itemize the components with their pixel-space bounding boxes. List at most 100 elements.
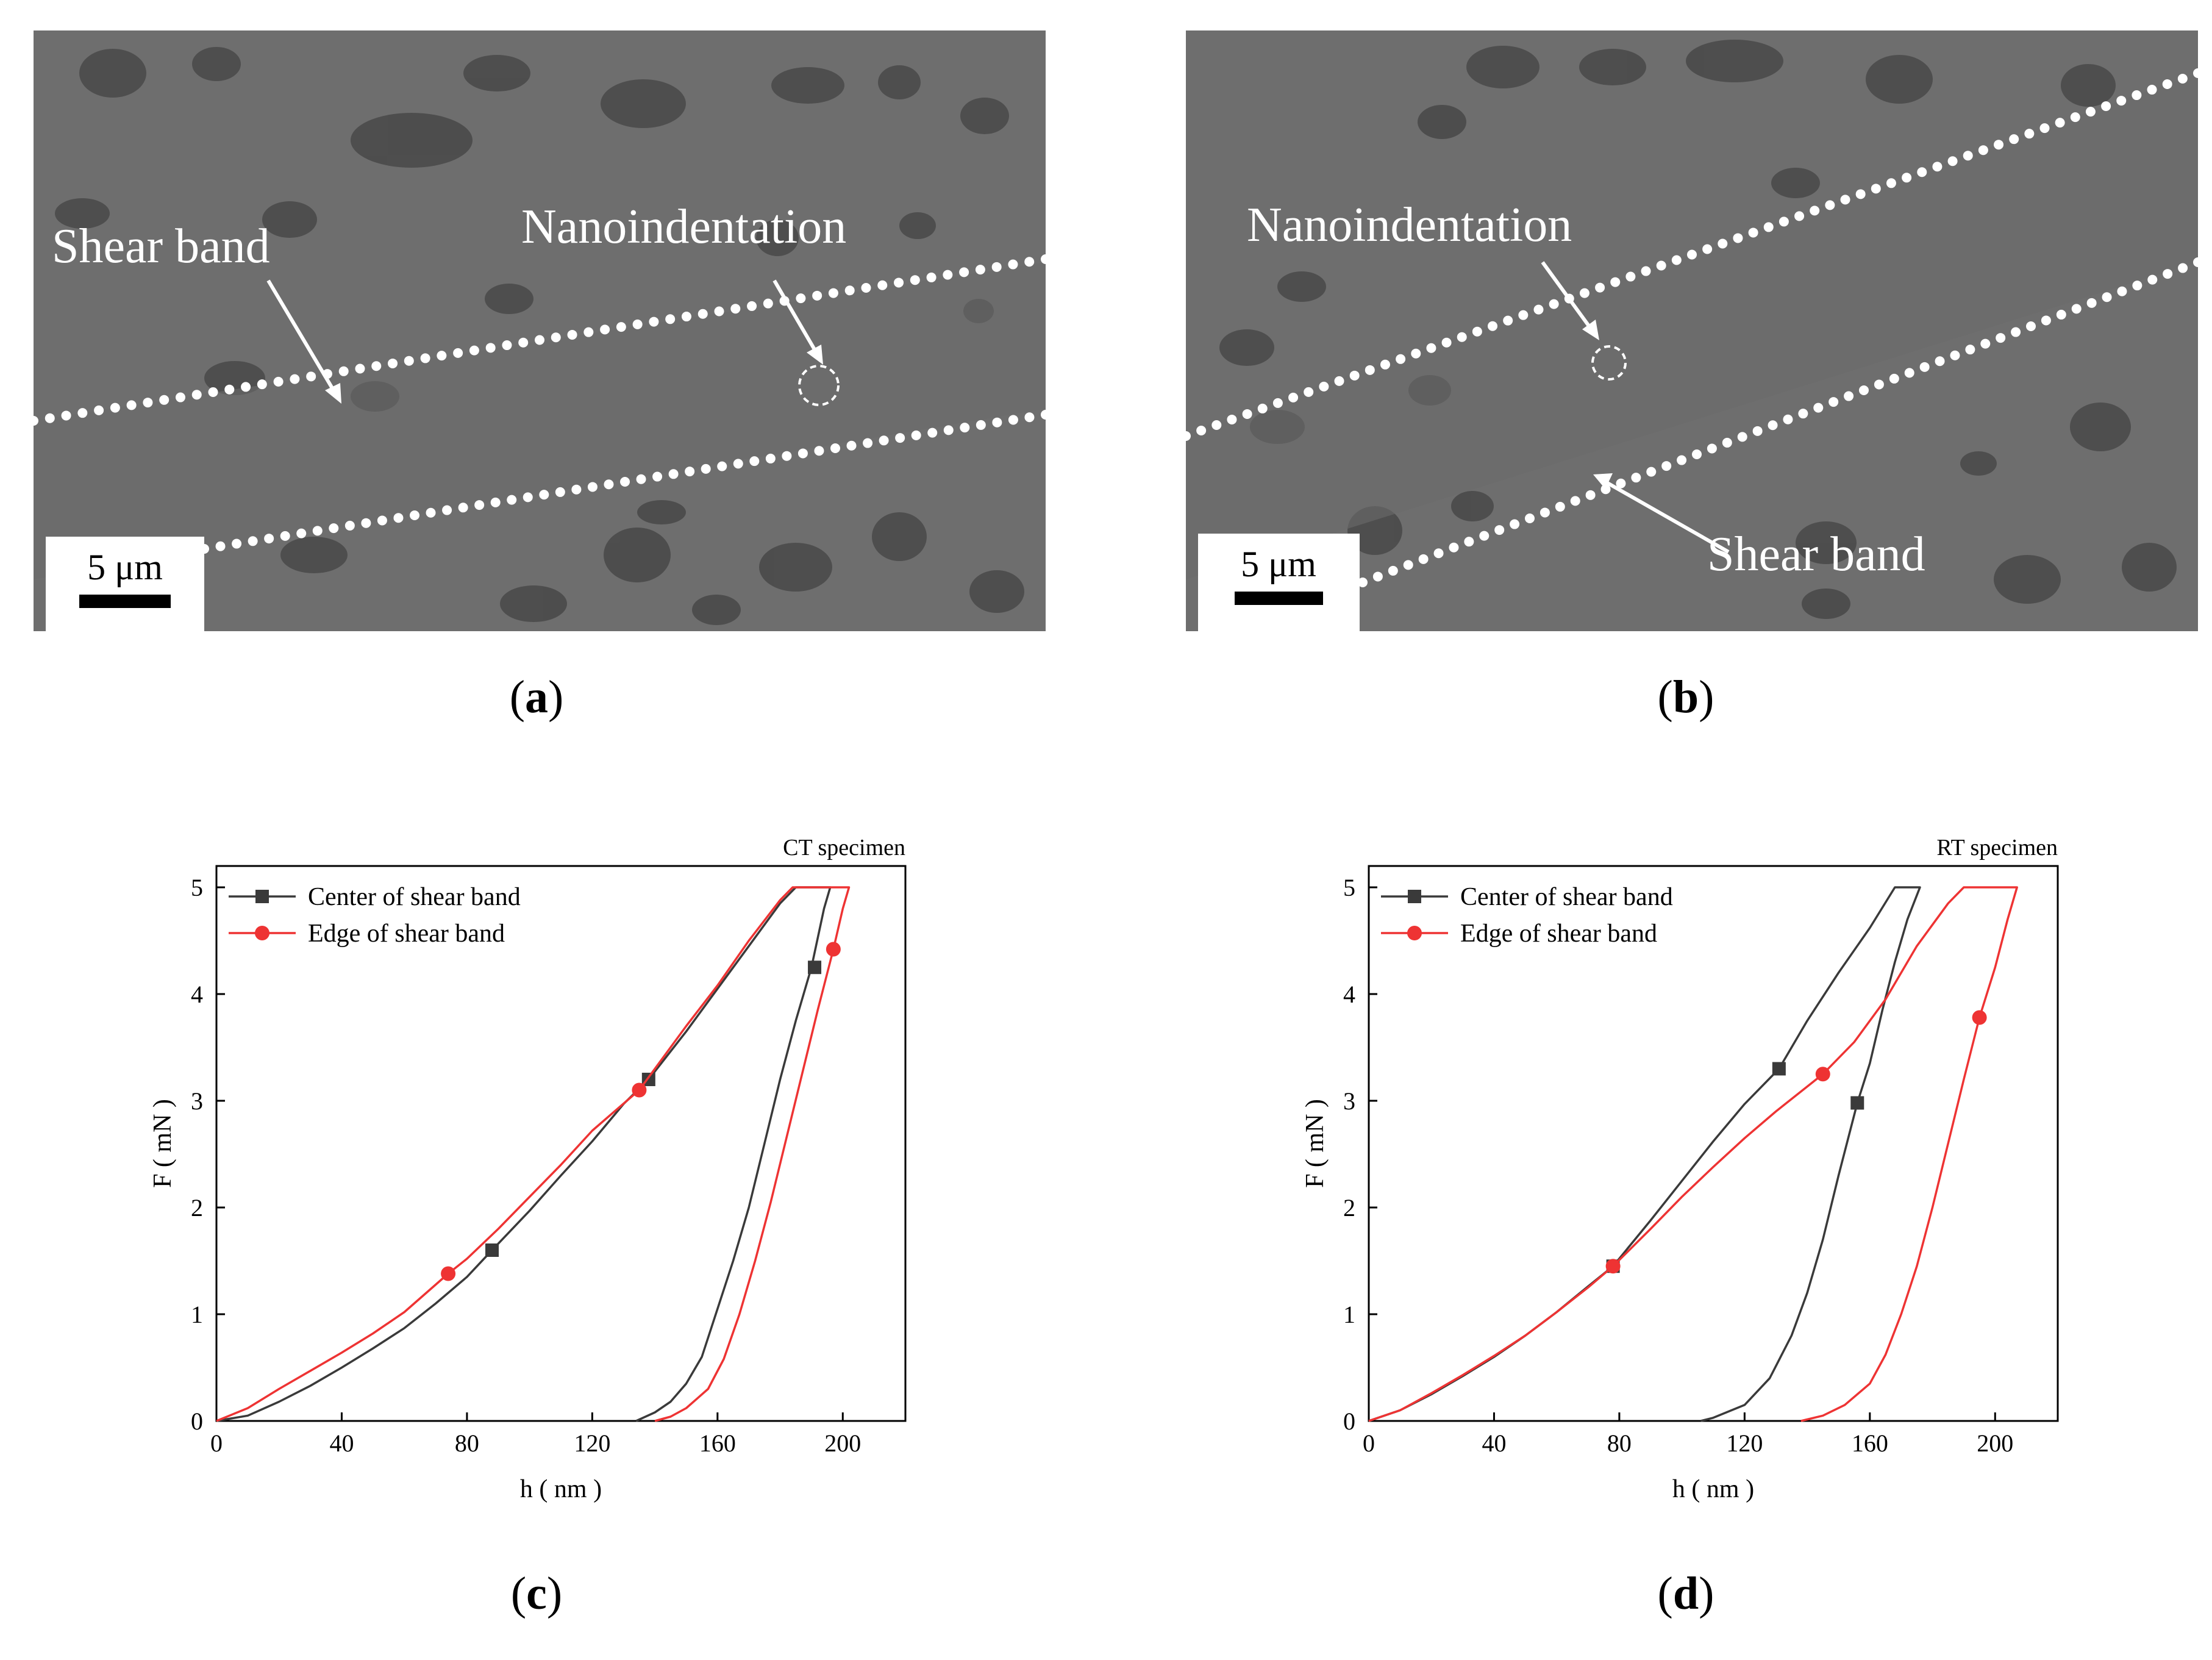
boundary-dot [991, 262, 1002, 272]
boundary-dot [1947, 156, 1958, 166]
label-letter: b [1672, 671, 1699, 723]
boundary-dot [714, 306, 724, 317]
boundary-dot [587, 482, 598, 492]
boundary-dot [1855, 189, 1866, 199]
y-tick-label: 1 [191, 1301, 203, 1328]
series-line-edge [216, 886, 851, 1422]
boundary-dot [1494, 525, 1505, 535]
boundary-dot [620, 477, 630, 487]
boundary-dot [453, 348, 463, 358]
boundary-dot [410, 510, 419, 520]
boundary-dot [747, 301, 757, 311]
boundary-dot [1488, 321, 1498, 331]
boundary-dot [502, 340, 512, 351]
boundary-dot [555, 487, 565, 497]
x-tick-label: 200 [824, 1429, 861, 1457]
boundary-dot [126, 400, 137, 410]
legend-label: Edge of shear band [308, 920, 505, 948]
boundary-dot [2086, 298, 2097, 308]
shear-band-arrow [266, 279, 341, 404]
boundary-dot [1227, 414, 1237, 424]
boundary-dot [2147, 85, 2157, 95]
boundary-dot [94, 405, 104, 415]
boundary-dot [2193, 257, 2198, 267]
boundary-dot [248, 536, 258, 546]
boundary-dot [1411, 348, 1421, 359]
boundary-dot [159, 395, 169, 405]
label-letter: a [525, 671, 548, 723]
boundary-dot [2039, 123, 2050, 134]
boundary-dot [507, 495, 517, 505]
boundary-dot [1783, 414, 1793, 424]
boundary-dot [1539, 507, 1550, 518]
boundary-dot [1365, 365, 1375, 375]
data-marker [826, 942, 841, 957]
panel-label-a: (a) [476, 671, 598, 724]
boundary-dot [927, 428, 938, 438]
plot-frame [1368, 865, 2059, 1422]
boundary-dot [812, 290, 822, 301]
boundary-dot [1304, 387, 1314, 397]
boundary-dot [1980, 338, 1991, 349]
scale-bar [1235, 592, 1323, 605]
shear-band-label: Shear band [1707, 528, 1925, 581]
boundary-dot [426, 507, 436, 518]
plot-frame [215, 865, 907, 1422]
boundary-dot [1625, 271, 1636, 282]
boundary-dot [224, 384, 235, 395]
y-tick-label: 2 [191, 1194, 203, 1222]
shear-band-arrow [1593, 473, 1730, 554]
x-tick-label: 160 [699, 1429, 736, 1457]
boundary-dot [1595, 282, 1605, 293]
legend-label: Center of shear band [1460, 883, 1673, 911]
boundary-dot [1403, 560, 1413, 570]
boundary-dot [681, 312, 691, 322]
boundary-dot [191, 390, 202, 400]
boundary-dot [1889, 373, 1899, 384]
band-shading [1186, 73, 2198, 579]
panel-label-d: (d) [1625, 1567, 1747, 1620]
boundary-dot [2056, 309, 2066, 320]
boundary-dot [782, 451, 792, 461]
boundary-dot [1904, 368, 1914, 378]
nanoindentation-arrow [772, 279, 823, 365]
shear-band-label: Shear band [52, 220, 270, 273]
scale-bar-box [46, 537, 204, 631]
boundary-dot [2101, 101, 2111, 112]
boundary-dot [2026, 321, 2036, 331]
nanoindentation-circle [1591, 345, 1627, 381]
boundary-dot [1779, 216, 1789, 227]
lower-boundary-dots [199, 410, 1046, 554]
boundary-dot [1748, 227, 1758, 238]
boundary-dot [1319, 381, 1329, 392]
boundary-dot [1919, 362, 1930, 372]
boundary-dot [1600, 484, 1611, 495]
upper-boundary-dots [34, 254, 1046, 426]
series-line-center [1368, 886, 1921, 1422]
boundary-dot [290, 374, 300, 384]
y-tick-label: 4 [1343, 981, 1355, 1008]
boundary-dot [1825, 200, 1835, 210]
boundary-dot [338, 366, 349, 376]
boundary-dot [2011, 327, 2021, 337]
boundary-dot [1733, 233, 1743, 243]
data-marker [1772, 1062, 1786, 1076]
boundary-dot [355, 363, 365, 374]
boundary-dot [215, 541, 226, 551]
sem-image-b: Nanoindentation Shear band 5 μm [1186, 30, 2198, 631]
boundary-dot [485, 343, 496, 353]
boundary-dot [232, 538, 242, 549]
label-close: ) [1699, 1568, 1714, 1619]
data-marker [1815, 1067, 1830, 1082]
boundary-dot [257, 379, 267, 390]
boundary-dot [61, 410, 71, 421]
data-marker [1972, 1010, 1987, 1025]
boundary-dot [926, 272, 937, 282]
y-axis-label: F ( mN ) [149, 1099, 177, 1188]
boundary-dot [1631, 473, 1641, 483]
boundary-dot [208, 387, 218, 397]
boundary-dot [733, 459, 743, 469]
scale-bar-label: 5 μm [1241, 544, 1316, 584]
boundary-dot [535, 335, 544, 345]
boundary-dot [1549, 299, 1559, 309]
